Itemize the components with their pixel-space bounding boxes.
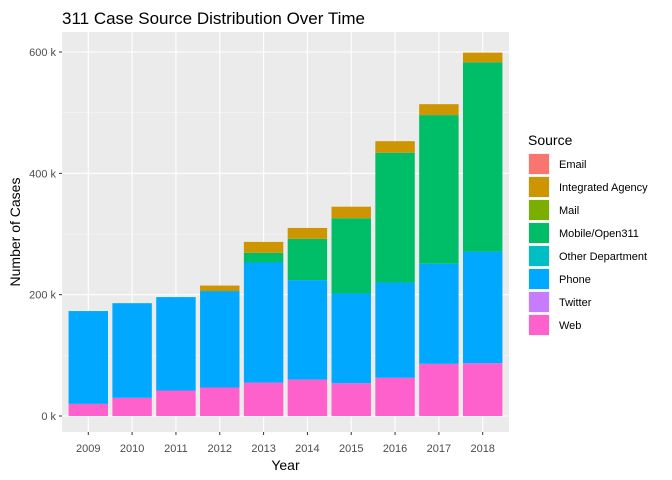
bar-segment-integrated-agency (243, 241, 284, 253)
legend: Source Email Integrated Agency Mail Mobile/… (528, 132, 648, 336)
bar-segment-phone (419, 263, 459, 364)
bar-segment-mobile-open311 (287, 238, 328, 281)
bar-segment-mobile-open311 (243, 252, 284, 263)
x-tick-label: 2015 (339, 443, 363, 455)
bar-segment-integrated-agency (462, 52, 503, 63)
bar-segment-phone (287, 280, 328, 380)
bar-segment-mobile-open311 (331, 218, 371, 294)
bar-segment-web (112, 397, 152, 416)
bar-segment-web (287, 379, 328, 416)
x-tick-label: 2010 (120, 443, 144, 455)
bar-segment-web (68, 403, 109, 416)
bar-segment-web (419, 363, 459, 416)
x-tick-label: 2009 (76, 443, 100, 455)
x-axis: 2009 2010 2011 2012 2013 2014 2015 2016 2017 2018 (76, 432, 495, 455)
bar-segment-integrated-agency (419, 104, 459, 116)
x-tick-label: 2013 (251, 443, 275, 455)
bar-segment-mobile-open311 (462, 62, 503, 252)
bar-segment-integrated-agency (331, 206, 371, 219)
bar-segment-web (200, 387, 240, 416)
y-tick-label: 200 k (29, 290, 56, 302)
y-tick-label: 400 k (29, 168, 56, 180)
bar-segment-phone (331, 293, 371, 384)
x-tick-label: 2014 (295, 443, 319, 455)
x-tick-label: 2012 (208, 443, 232, 455)
bar-segment-web (462, 363, 503, 416)
bar-segment-integrated-agency (287, 227, 328, 239)
x-tick-label: 2016 (383, 443, 407, 455)
legend-title: Source (528, 132, 573, 148)
x-tick-label: 2017 (427, 443, 451, 455)
x-axis-title: Year (271, 457, 300, 473)
y-tick-label: 600 k (29, 47, 56, 59)
legend-label: Email (559, 159, 587, 171)
bar-segment-phone (68, 311, 109, 404)
legend-swatch (529, 292, 549, 312)
legend-label: Integrated Agency (559, 182, 648, 194)
legend-swatch (529, 223, 549, 243)
legend-swatch (529, 200, 549, 220)
legend-label: Other Department (559, 251, 647, 263)
x-tick-label: 2011 (164, 443, 188, 455)
y-tick-label: 0 k (41, 411, 56, 423)
bar-segment-web (375, 377, 415, 416)
legend-swatch (529, 269, 549, 289)
legend-swatch (529, 154, 549, 174)
bar-segment-phone (200, 291, 240, 388)
bar-segment-integrated-agency (375, 141, 415, 153)
bar-segment-phone (243, 262, 284, 383)
bar-segment-mobile-open311 (419, 115, 459, 264)
x-tick-label: 2018 (470, 443, 494, 455)
bar-segment-web (243, 382, 284, 416)
chart-title: 311 Case Source Distribution Over Time (62, 9, 365, 28)
bar-segment-integrated-agency (200, 285, 240, 292)
bar-segment-web (156, 390, 196, 416)
legend-label: Web (559, 320, 581, 332)
legend-label: Twitter (559, 297, 592, 309)
legend-label: Phone (559, 274, 591, 286)
bar-segment-phone (156, 297, 196, 391)
legend-swatch (529, 315, 549, 335)
y-axis: 0 k 200 k 400 k 600 k (29, 47, 62, 423)
bars-group (68, 52, 503, 416)
bar-segment-phone (375, 282, 415, 378)
legend-swatch (529, 177, 549, 197)
y-axis-title: Number of Cases (7, 178, 23, 287)
bar-segment-phone (462, 251, 503, 364)
bar-segment-web (331, 383, 371, 416)
legend-label: Mail (559, 205, 579, 217)
bar-segment-phone (112, 303, 152, 398)
bar-segment-mobile-open311 (375, 152, 415, 283)
legend-label: Mobile/Open311 (559, 228, 639, 240)
legend-swatch (529, 246, 549, 266)
